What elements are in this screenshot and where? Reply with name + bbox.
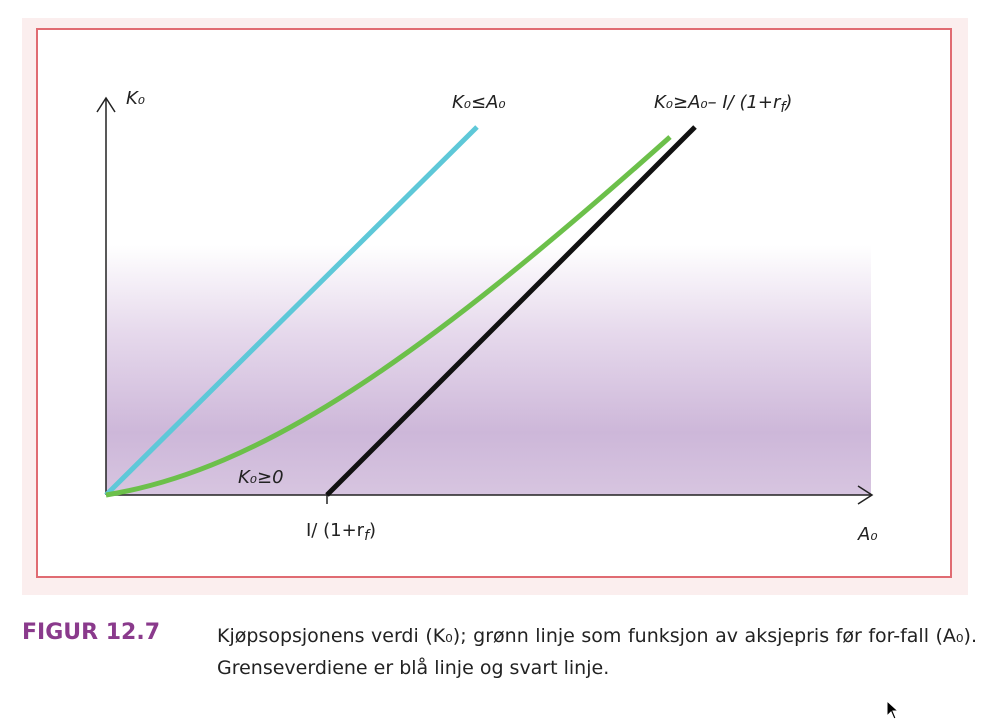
x-axis-label: A₀ (857, 524, 878, 545)
series-upper-bound-line (104, 125, 479, 497)
caption-label: FIGUR 12.7 (22, 620, 161, 645)
annotation-zero-bound: K₀≥0 (238, 467, 284, 488)
x-axis-arrow (857, 485, 874, 505)
y-axis-label: K₀ (126, 88, 145, 109)
chart: K₀ A₀ I/ (1+rf) K₀≤A₀ K₀≥A₀– I/ (1+rf) K… (96, 88, 878, 545)
plot-background (106, 245, 871, 495)
y-axis-arrow (96, 96, 116, 113)
annotation-upper-bound: K₀≤A₀ (452, 92, 506, 113)
mouse-cursor-icon (886, 700, 900, 720)
annotation-lower-bound: K₀≥A₀– I/ (1+rf) (654, 92, 792, 116)
series-lower-bound-line (325, 125, 697, 497)
caption-text: Kjøpsopsjonens verdi (K₀); grønn linje s… (217, 625, 977, 679)
x-tick-label: I/ (1+rf) (306, 520, 376, 544)
series-option-value-line (105, 135, 672, 498)
